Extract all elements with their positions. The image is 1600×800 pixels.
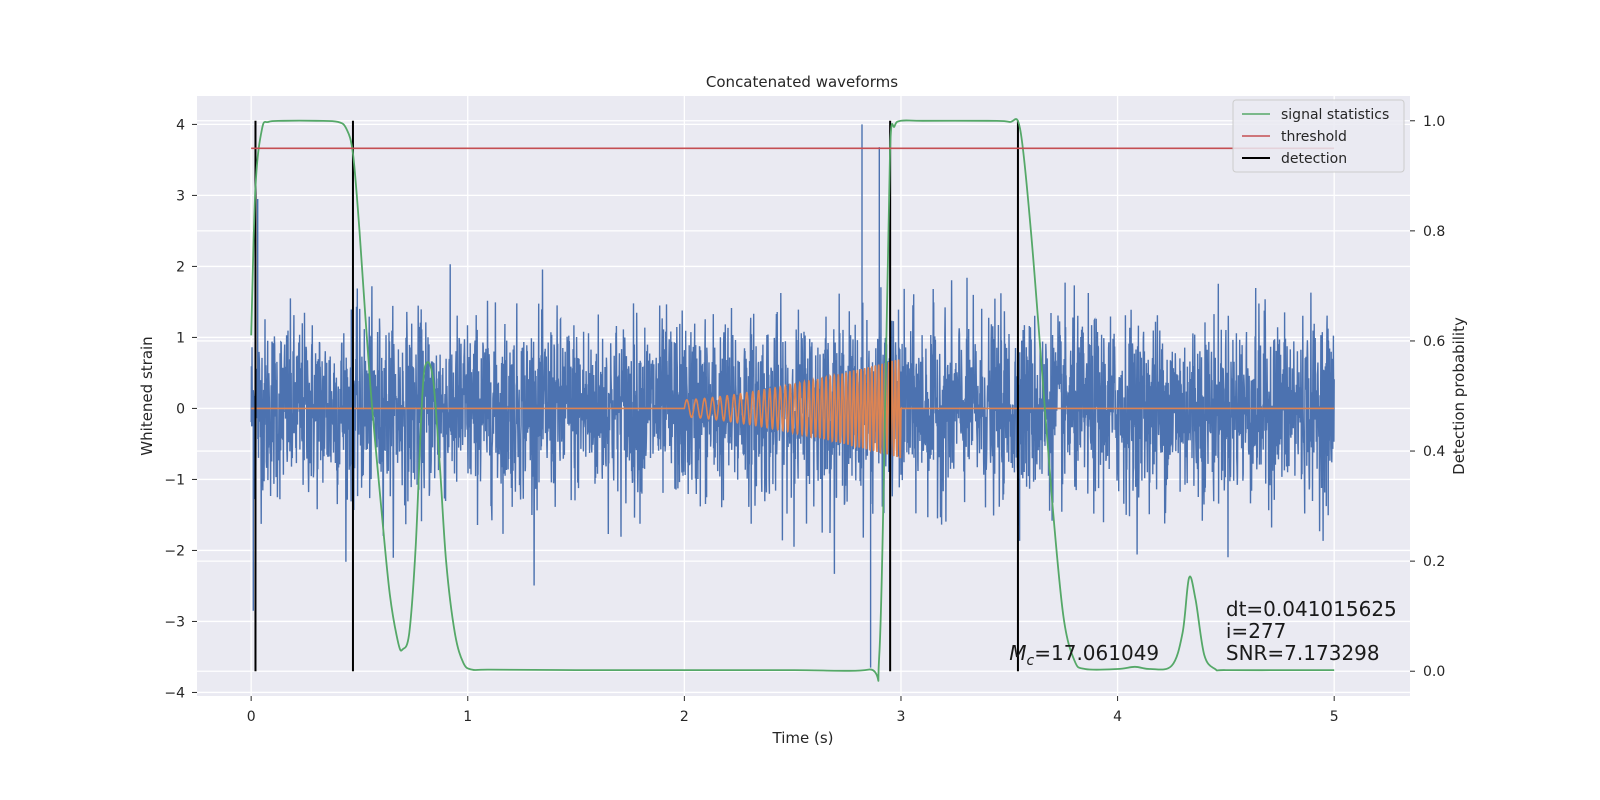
legend-box (1232, 99, 1405, 173)
y-axis-label: Whitened strain (138, 336, 156, 455)
signal-statistics-line (250, 118, 1335, 682)
y-tick-label: −4 (164, 685, 185, 701)
y2-tick-label: 0.6 (1423, 334, 1445, 350)
y-axis-ticks: −4 −3 −2 −1 0 1 2 3 4 (164, 117, 197, 701)
annotation-mc-symbol: M (1009, 641, 1026, 665)
series-layer (250, 118, 1335, 682)
y-tick-label: 0 (176, 401, 185, 417)
y2-axis-label: Detection probability (1450, 317, 1468, 475)
y2-tick-label: 0.2 (1423, 554, 1445, 570)
y2-tick-label: 0.8 (1423, 224, 1445, 240)
y2-tick-label: 0.0 (1423, 664, 1445, 680)
x-tick-label: 4 (1113, 709, 1122, 725)
legend-label: threshold (1281, 129, 1347, 145)
y-tick-label: −3 (164, 614, 185, 630)
chart-title: Concatenated waveforms (706, 73, 898, 91)
x-tick-label: 0 (247, 709, 256, 725)
x-tick-label: 3 (897, 709, 906, 725)
annotation-mc-subscript: c (1027, 653, 1035, 669)
x-axis-label: Time (s) (772, 729, 834, 747)
annotation-dt: dt=0.041015625 (1226, 597, 1397, 621)
x-tick-label: 5 (1330, 709, 1339, 725)
annotation-mc: Mc=17.061049 (1009, 641, 1159, 669)
y-tick-label: 3 (176, 188, 185, 204)
y-tick-label: 2 (176, 259, 185, 275)
y-tick-label: 1 (176, 330, 185, 346)
y2-tick-label: 0.4 (1423, 444, 1445, 460)
legend: signal statistics threshold detection (1232, 99, 1405, 173)
y2-tick-label: 1.0 (1423, 114, 1445, 130)
template-line (251, 359, 1335, 459)
x-tick-label: 2 (680, 709, 689, 725)
x-tick-label: 1 (463, 709, 472, 725)
y-tick-label: −2 (164, 543, 185, 559)
x-axis-ticks: 0 1 2 3 4 5 (247, 696, 1339, 725)
annotation-snr: SNR=7.173298 (1226, 641, 1380, 665)
y-tick-label: −1 (164, 472, 185, 488)
legend-label: signal statistics (1281, 107, 1389, 123)
y2-axis-ticks: 0.0 0.2 0.4 0.6 0.8 1.0 (1410, 114, 1445, 680)
strain-line (250, 124, 1335, 668)
y-tick-label: 4 (176, 117, 185, 133)
annotation-mc-value: =17.061049 (1034, 641, 1159, 665)
legend-label: detection (1281, 151, 1347, 167)
annotation-i: i=277 (1226, 619, 1287, 643)
